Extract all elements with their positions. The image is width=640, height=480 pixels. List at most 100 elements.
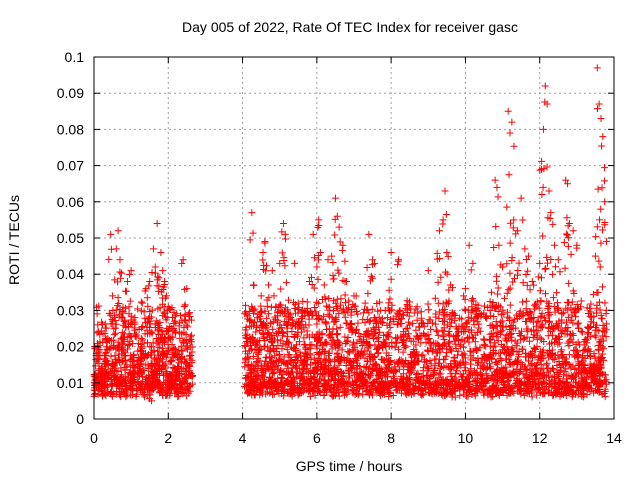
- data-point: [159, 300, 167, 308]
- data-point: [391, 363, 399, 371]
- data-point: [601, 221, 609, 229]
- data-point: [312, 308, 320, 316]
- data-point: [112, 324, 120, 332]
- data-point: [258, 384, 266, 392]
- data-point: [593, 309, 601, 317]
- data-point: [422, 332, 430, 340]
- data-point: [312, 342, 320, 350]
- data-point: [465, 326, 473, 334]
- data-point: [470, 317, 478, 325]
- data-point: [241, 343, 249, 351]
- data-point: [146, 343, 154, 351]
- data-point: [564, 299, 572, 307]
- data-point: [353, 325, 361, 333]
- data-point: [560, 238, 568, 246]
- data-point: [458, 373, 466, 381]
- data-point: [160, 361, 168, 369]
- data-point: [297, 375, 305, 383]
- data-point: [259, 380, 267, 388]
- data-point: [407, 368, 415, 376]
- data-point: [275, 351, 283, 359]
- data-point: [369, 391, 377, 399]
- data-point: [556, 385, 564, 393]
- data-point: [315, 222, 323, 230]
- data-point: [492, 321, 500, 329]
- data-point: [513, 348, 521, 356]
- data-point: [469, 259, 477, 267]
- data-point: [522, 365, 530, 373]
- data-point: [406, 363, 414, 371]
- data-point: [531, 376, 539, 384]
- data-point: [256, 345, 264, 353]
- data-point: [580, 346, 588, 354]
- data-point: [144, 377, 152, 385]
- data-point: [442, 268, 450, 276]
- data-point: [106, 311, 114, 319]
- data-point: [123, 386, 131, 394]
- data-point: [343, 305, 351, 313]
- data-point: [346, 320, 354, 328]
- data-point: [181, 316, 189, 324]
- data-point: [546, 340, 554, 348]
- data-point: [140, 339, 148, 347]
- data-point: [92, 362, 100, 370]
- data-point: [162, 391, 170, 399]
- data-point: [405, 312, 413, 320]
- data-point: [509, 318, 517, 326]
- data-point: [406, 375, 414, 383]
- y-tick-label: 0: [76, 411, 84, 427]
- data-point: [538, 191, 546, 199]
- data-point: [259, 369, 267, 377]
- data-point: [330, 275, 338, 283]
- data-point: [414, 309, 422, 317]
- data-point: [545, 353, 553, 361]
- data-point: [349, 389, 357, 397]
- data-point: [94, 321, 102, 329]
- data-point: [399, 370, 407, 378]
- data-point: [118, 347, 126, 355]
- data-point: [105, 255, 113, 263]
- data-point: [454, 328, 462, 336]
- data-point: [399, 338, 407, 346]
- data-point: [598, 343, 606, 351]
- data-point: [601, 393, 609, 401]
- data-point: [152, 317, 160, 325]
- data-point: [146, 382, 154, 390]
- data-point: [506, 323, 514, 331]
- data-point: [482, 379, 490, 387]
- data-point: [512, 230, 520, 238]
- data-point: [138, 299, 146, 307]
- data-point: [280, 307, 288, 315]
- data-point: [543, 298, 551, 306]
- data-point: [257, 387, 265, 395]
- data-point: [482, 312, 490, 320]
- data-point: [589, 319, 597, 327]
- data-point: [504, 313, 512, 321]
- data-point: [594, 185, 602, 193]
- data-point: [287, 380, 295, 388]
- data-point: [262, 383, 270, 391]
- data-point: [539, 183, 547, 191]
- data-point: [101, 350, 109, 358]
- data-point: [552, 263, 560, 271]
- data-point: [503, 260, 511, 268]
- data-point: [527, 352, 535, 360]
- data-point: [307, 356, 315, 364]
- data-point: [116, 381, 124, 389]
- data-point: [252, 362, 260, 370]
- data-point: [396, 365, 404, 373]
- data-point: [448, 308, 456, 316]
- data-point: [242, 310, 250, 318]
- data-point: [394, 358, 402, 366]
- data-point: [393, 321, 401, 329]
- data-point: [260, 261, 268, 269]
- data-point: [166, 370, 174, 378]
- data-point: [287, 374, 295, 382]
- data-point: [352, 326, 360, 334]
- data-point: [506, 369, 514, 377]
- data-point: [284, 332, 292, 340]
- data-point: [492, 359, 500, 367]
- data-point: [320, 376, 328, 384]
- data-point: [255, 347, 263, 355]
- data-point: [397, 375, 405, 383]
